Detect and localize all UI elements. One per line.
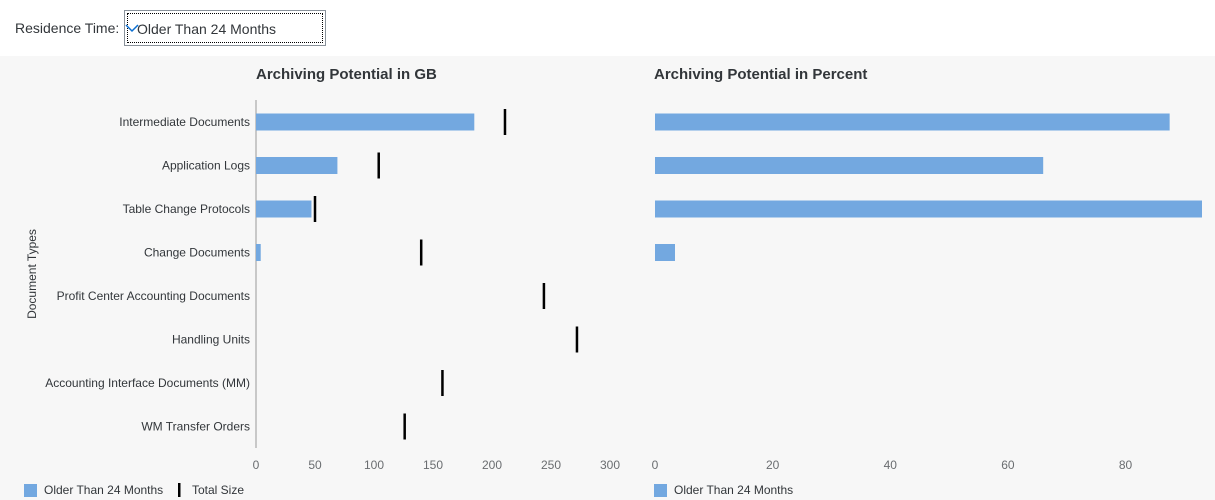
total-size-marker <box>403 413 406 440</box>
total-size-marker <box>575 326 579 353</box>
legend-bar-swatch <box>654 484 667 497</box>
gb-x-tick-label: 0 <box>253 458 260 472</box>
residence-time-label: Residence Time: <box>15 20 120 36</box>
category-label: Intermediate Documents <box>119 115 250 129</box>
total-size-marker <box>503 109 507 135</box>
gb-x-tick-label: 100 <box>364 458 384 472</box>
category-label: Change Documents <box>144 246 250 260</box>
category-label: Handling Units <box>172 333 250 347</box>
y-axis-title: Document Types <box>25 229 39 319</box>
total-size-marker <box>419 239 423 266</box>
legend-label: Total Size <box>192 483 244 497</box>
percent-x-tick-label: 40 <box>884 458 898 472</box>
gb-bar <box>256 244 261 261</box>
legend-label: Older Than 24 Months <box>44 483 163 497</box>
category-label: WM Transfer Orders <box>141 420 250 434</box>
chevron-down-icon <box>125 24 139 33</box>
chart-title-gb: Archiving Potential in GB <box>256 66 437 83</box>
chart-title-percent: Archiving Potential in Percent <box>654 66 868 83</box>
legend-bar-swatch <box>24 484 37 497</box>
gb-x-tick-label: 300 <box>600 458 620 472</box>
percent-x-tick-label: 0 <box>652 458 659 472</box>
legend-marker-swatch <box>178 483 181 497</box>
percent-bar <box>655 157 1044 174</box>
gb-x-tick-label: 250 <box>541 458 561 472</box>
total-size-marker <box>377 152 380 179</box>
gb-bar <box>256 157 338 174</box>
total-size-marker <box>542 283 546 309</box>
percent-x-tick-label: 60 <box>1001 458 1015 472</box>
category-label: Profit Center Accounting Documents <box>57 289 250 303</box>
percent-x-tick-label: 80 <box>1119 458 1133 472</box>
gb-x-tick-label: 150 <box>423 458 443 472</box>
percent-x-tick-label: 20 <box>766 458 780 472</box>
category-label: Table Change Protocols <box>123 202 250 216</box>
percent-bar <box>655 113 1170 131</box>
gb-x-tick-label: 200 <box>482 458 502 472</box>
percent-bar <box>655 244 675 261</box>
residence-time-select[interactable]: Older Than 24 Months <box>124 10 326 46</box>
total-size-marker <box>441 370 444 396</box>
category-label: Application Logs <box>162 159 250 173</box>
total-size-marker <box>313 196 317 222</box>
gb-bar <box>256 200 312 218</box>
gb-bar <box>256 113 475 131</box>
legend-label: Older Than 24 Months <box>674 483 793 497</box>
category-label: Accounting Interface Documents (MM) <box>45 376 250 390</box>
toolbar: Residence Time: Older Than 24 Months <box>0 0 1215 56</box>
residence-time-selected-value: Older Than 24 Months <box>137 21 277 37</box>
gb-x-tick-label: 50 <box>308 458 322 472</box>
percent-bar <box>655 200 1202 218</box>
